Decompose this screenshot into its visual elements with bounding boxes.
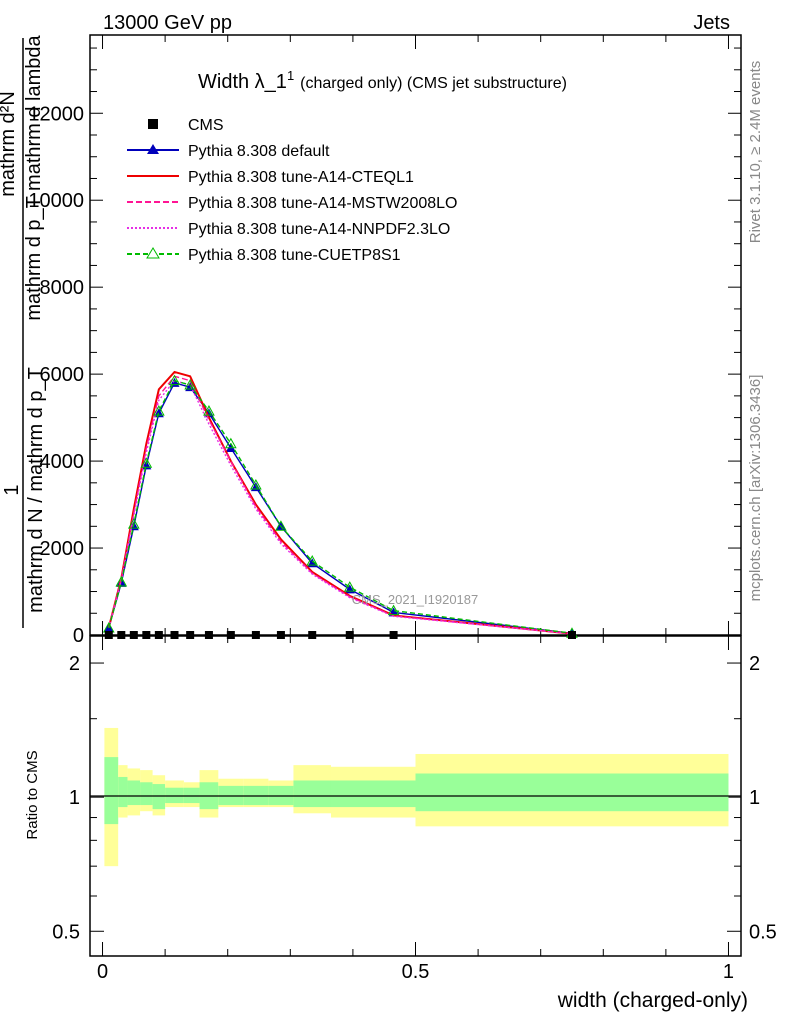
- ratio-band-inner: [415, 773, 729, 812]
- cms-data-point: [567, 631, 576, 639]
- energy-label: 13000 GeV pp: [103, 12, 232, 34]
- cms-data-point: [129, 631, 138, 639]
- ratio-tick-label: 2: [69, 653, 80, 675]
- ratio-band-inner: [118, 776, 128, 808]
- series-marker: [127, 518, 140, 529]
- ylabel-numerator: 1: [1, 484, 23, 495]
- series-marker: [224, 437, 237, 449]
- series-marker: [203, 405, 215, 416]
- cms-data-point: [170, 631, 179, 639]
- ratio-tick-label-right: 2: [749, 653, 760, 675]
- ratio-band-inner: [330, 780, 416, 808]
- y-tick-label: 2000: [40, 538, 85, 560]
- series-marker: [168, 374, 181, 386]
- rivet-text: Rivet 3.1.10, ≥ 2.4M events: [747, 61, 764, 244]
- ratio-tick-label-right: 1: [749, 787, 760, 809]
- ratio-tick-label: 0.5: [52, 921, 80, 943]
- plot-title-sup: 1: [287, 68, 294, 83]
- series-marker: [343, 581, 356, 592]
- ratio-band-inner: [127, 780, 141, 806]
- cms-data-point: [308, 631, 317, 639]
- ratio-band-inner: [183, 787, 200, 804]
- ylabel-line-3: mathrm d N / mathrm d p_T: [25, 367, 47, 613]
- series-line: [108, 375, 573, 635]
- ratio-band-inner: [104, 757, 119, 825]
- cms-points: [104, 631, 576, 639]
- series-marker: [140, 457, 153, 468]
- legend-label: Pythia 8.308 tune-A14-CTEQL1: [188, 169, 414, 186]
- ylabel-line-1: mathrm d²N: [0, 91, 19, 197]
- series-marker: [115, 575, 128, 587]
- ratio-bands: [104, 727, 729, 867]
- series-marker: [250, 478, 262, 490]
- main-ticks: 0 2000 4000 6000 8000 10000 12000: [28, 35, 741, 647]
- mcplots-text: mcplots.cern.ch [arXiv:1306.3436]: [747, 375, 764, 602]
- legend-marker: [146, 247, 160, 259]
- legend-label: Pythia 8.308 tune-A14-MSTW2008LO: [188, 195, 457, 212]
- series-marker: [153, 405, 165, 416]
- y-tick-label: 0: [73, 625, 84, 647]
- series-marker: [387, 604, 400, 616]
- category-label: Jets: [693, 12, 730, 34]
- series-marker: [184, 378, 197, 390]
- cms-data-point: [204, 631, 213, 639]
- cms-data-point: [154, 631, 163, 639]
- plot-title-suffix: (charged only) (CMS jet substructure): [300, 75, 567, 92]
- ratio-ylabel: Ratio to CMS: [24, 750, 41, 839]
- ylabel-line-2: mathrm d p_T mathrm d lambda: [23, 34, 45, 320]
- y-tick-label: 6000: [40, 364, 85, 386]
- cms-data-point: [142, 631, 151, 639]
- series-lines: [102, 370, 578, 638]
- legend-label: Pythia 8.308 tune-A14-NNPDF2.3LO: [188, 221, 450, 238]
- plot-title: Width λ_11 (charged only) (CMS jet substr…: [198, 68, 567, 93]
- x-tick-label: 0.5: [402, 961, 430, 983]
- ratio-band-inner: [293, 780, 331, 808]
- cms-data-point: [251, 631, 260, 639]
- cms-data-point: [104, 631, 113, 639]
- y-tick-label: 4000: [40, 451, 85, 473]
- cms-data-point: [389, 631, 398, 639]
- series-line: [108, 379, 573, 634]
- legend-label: CMS: [188, 117, 224, 134]
- cms-data-point: [186, 631, 195, 639]
- cms-data-point: [117, 631, 126, 639]
- y-tick-label: 8000: [40, 277, 85, 299]
- plot-title-main: Width λ_1: [198, 71, 287, 93]
- x-tick-label: 1: [723, 961, 734, 983]
- y-tick-label: 10000: [28, 190, 84, 212]
- series-line: [107, 370, 573, 635]
- watermark: CMS_2021_I1920187: [352, 592, 479, 607]
- x-tick-label: 0: [97, 961, 108, 983]
- ratio-band-inner: [140, 782, 153, 806]
- xlabel: width (charged-only): [557, 989, 748, 1012]
- legend-marker: [147, 144, 159, 154]
- cms-data-point: [345, 631, 354, 639]
- y-tick-label: 12000: [28, 103, 84, 125]
- series-marker: [275, 520, 287, 531]
- legend-marker: [148, 119, 158, 129]
- series-line: [108, 381, 573, 634]
- legend-label: Pythia 8.308 default: [188, 143, 330, 160]
- cms-data-point: [276, 631, 285, 639]
- legend-label: Pythia 8.308 tune-CUETP8S1: [188, 247, 401, 264]
- cms-data-point: [226, 631, 235, 639]
- ratio-band-inner: [165, 787, 184, 804]
- legend: CMS Pythia 8.308 default Pythia 8.308 tune…: [127, 117, 457, 264]
- ratio-tick-label: 1: [69, 787, 80, 809]
- ratio-tick-label-right: 0.5: [749, 921, 777, 943]
- series-marker: [306, 555, 319, 566]
- ratio-ticks: 0.5 0.5 1 1 2 2 0 0.5 1: [52, 636, 777, 983]
- series-line: [108, 379, 573, 635]
